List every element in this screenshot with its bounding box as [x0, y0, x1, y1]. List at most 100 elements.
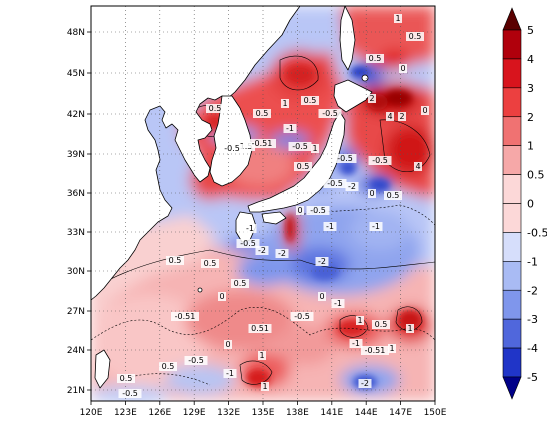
svg-text:-0.51: -0.51 [365, 346, 386, 355]
contour-label: 1 [311, 144, 319, 153]
lon-tick-label: 132E [217, 408, 240, 418]
lon-tick-label: 150E [424, 408, 447, 418]
svg-text:0.5: 0.5 [387, 191, 400, 200]
colorbar-label: 5 [527, 24, 534, 37]
svg-text:-2: -2 [361, 379, 369, 388]
svg-text:1: 1 [407, 324, 412, 333]
colorbar-label: 1 [527, 140, 534, 153]
contour-label: -2 [275, 249, 289, 258]
colorbar-segment [502, 318, 522, 349]
colorbar-label: -2 [527, 284, 538, 297]
contour-label: -0.5 [318, 109, 342, 118]
contour-label: 4 [386, 112, 394, 121]
contour-label: 1 [356, 316, 364, 325]
plot-area: 10.500.524 20-0.54-0.5-20 0.50 -0.5-1 -1-2-2… [91, 6, 435, 401]
lat-tick-label: 42N [67, 110, 85, 120]
lat-tick-label: 21N [67, 386, 85, 396]
svg-text:1: 1 [262, 382, 267, 391]
contour-label: -1 [369, 222, 383, 231]
svg-text:-0.5: -0.5 [122, 389, 138, 398]
colorbar-segment [502, 347, 522, 378]
contour-label: 2 [368, 94, 376, 103]
svg-text:-1: -1 [352, 339, 360, 348]
svg-text:0.5: 0.5 [169, 256, 182, 265]
svg-text:0.5: 0.5 [369, 54, 382, 63]
contour-label: 0.5 [166, 256, 184, 265]
svg-text:0: 0 [319, 292, 324, 301]
contour-label: 0.5 [231, 279, 249, 288]
svg-text:0: 0 [297, 206, 302, 215]
contour-label: -0.51 [248, 139, 276, 148]
contour-label: -0.5 [220, 144, 244, 153]
svg-text:0.5: 0.5 [409, 32, 422, 41]
longitude-axis: 120E 123E 126E 129E 132E 135E 138E 141E 144E 147E… [80, 401, 447, 418]
colorbar-segment [502, 145, 522, 175]
svg-text:0: 0 [369, 189, 374, 198]
contour-label: 1 [258, 351, 266, 360]
lat-tick-label: 30N [67, 267, 85, 277]
contour-label: -0.5 [323, 179, 347, 188]
colorbar-label: 0 [527, 198, 534, 211]
svg-text:0.5: 0.5 [304, 96, 317, 105]
svg-text:-0.5: -0.5 [310, 206, 326, 215]
land [91, 6, 373, 389]
svg-text:0.5: 0.5 [375, 320, 388, 329]
svg-text:2: 2 [399, 112, 404, 121]
svg-text:0.5: 0.5 [297, 162, 310, 171]
contour-label: 0.5 [366, 54, 384, 63]
contour-label: 0.5 [201, 259, 219, 268]
svg-text:-0.5: -0.5 [327, 179, 343, 188]
svg-text:-0.5: -0.5 [224, 144, 240, 153]
contour-label: 1 [394, 14, 402, 23]
contour-label: 1 [281, 99, 289, 108]
contour-label: 0.5 [384, 191, 402, 200]
colorbar-segment [502, 261, 522, 291]
contour-label: 0 [318, 292, 326, 301]
contour-label: 0.5 [253, 109, 271, 118]
colorbar-segment [502, 58, 522, 89]
svg-text:0.5: 0.5 [204, 259, 217, 268]
contour-label: -1 [323, 222, 337, 231]
contour-label: 1 [388, 344, 396, 353]
lon-tick-label: 147E [389, 408, 412, 418]
contour-label: 1 [261, 382, 269, 391]
colorbar-label: 0.5 [527, 169, 545, 182]
colorbar: 5 4 3 2 1 0.5 0 -0.5 -1 -2 -3 -4 -5 [502, 7, 547, 400]
lat-tick-label: 24N [67, 346, 85, 356]
contour-label: -0.5 [184, 356, 208, 365]
colorbar-segment [502, 289, 522, 320]
contour-label: -1 [243, 224, 257, 233]
contour-label: -0.5 [236, 239, 260, 248]
contour-label: -2 [255, 246, 269, 255]
svg-text:1: 1 [282, 99, 287, 108]
colorbar-segment [502, 232, 522, 262]
contour-label: -1 [223, 369, 237, 378]
svg-text:0.5: 0.5 [209, 104, 222, 113]
contour-label: 2 [398, 112, 406, 121]
svg-text:0.5: 0.5 [162, 362, 175, 371]
colorbar-label: -4 [527, 342, 538, 355]
svg-text:1.5: 1.5 [240, 142, 253, 151]
contour-label: 4 [414, 162, 422, 171]
contour-label: -2 [358, 379, 372, 388]
svg-text:1: 1 [395, 14, 400, 23]
svg-text:4: 4 [415, 162, 420, 171]
colorbar-label: 3 [527, 82, 534, 95]
colorbar-label: -0.5 [527, 226, 547, 239]
contour-label: 0.5 [294, 162, 312, 171]
svg-text:-0.5: -0.5 [240, 239, 256, 248]
contour-label: -2 [345, 182, 359, 191]
lat-tick-label: 36N [67, 189, 85, 199]
contour-label: 0 [421, 106, 429, 115]
lon-tick-label: 141E [320, 408, 343, 418]
svg-text:-1: -1 [226, 369, 234, 378]
lat-tick-label: 39N [67, 150, 85, 160]
svg-text:-1: -1 [246, 224, 254, 233]
svg-text:2: 2 [369, 94, 374, 103]
contour-label: 0 [399, 64, 407, 73]
contour-label: -0.5 [290, 312, 314, 321]
contour-label: -2 [315, 257, 329, 266]
colorbar-label: 4 [527, 53, 534, 66]
svg-text:0: 0 [422, 106, 427, 115]
